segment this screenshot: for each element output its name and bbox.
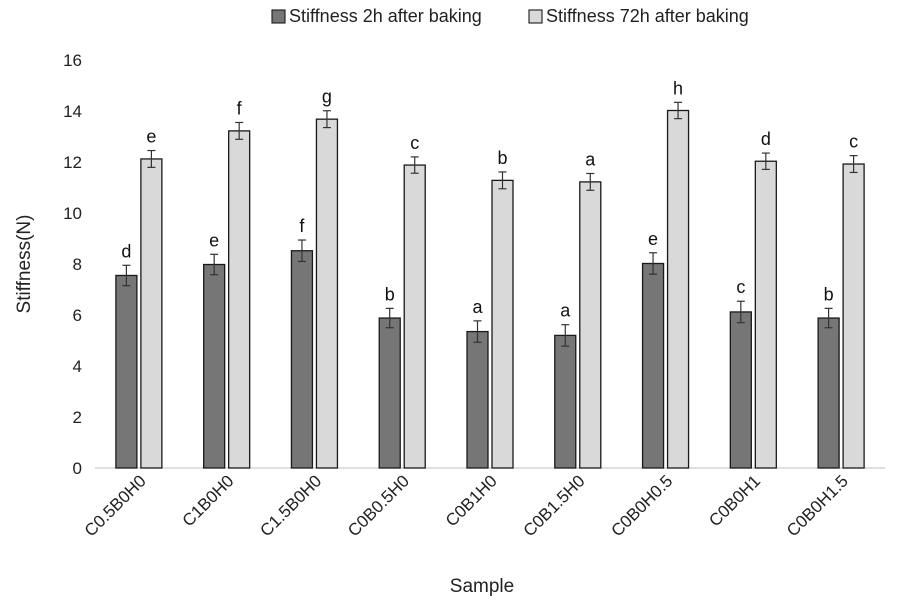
x-tick-label: C0B0H1: [705, 471, 764, 530]
bars: d e e f f g b c a b a a e h c d b c: [115, 78, 865, 469]
y-tick-label: 4: [73, 357, 82, 376]
x-tick-label: C0B0.5H0: [344, 471, 413, 540]
bar: [140, 158, 163, 469]
legend-swatch: [271, 9, 286, 24]
bar: [315, 118, 339, 469]
bar: [115, 274, 138, 469]
y-tick-label: 10: [63, 204, 82, 223]
bar: [466, 330, 489, 469]
y-tick-label: 6: [73, 306, 82, 325]
data-label: f: [299, 216, 305, 236]
data-label: d: [761, 129, 771, 149]
bar: [290, 250, 314, 469]
y-tick-label: 16: [63, 51, 82, 70]
data-label: c: [410, 133, 419, 153]
data-label: g: [322, 87, 332, 107]
x-tick-label: C0B1.5H0: [520, 471, 589, 540]
y-tick-label: 0: [73, 459, 82, 478]
x-tick-label: C0B0H0.5: [607, 471, 676, 540]
y-axis-ticks: 0 2 4 6 8 10 12 14 16: [63, 51, 82, 478]
y-tick-label: 2: [73, 408, 82, 427]
y-tick-label: 14: [63, 102, 82, 121]
y-tick-label: 12: [63, 153, 82, 172]
bar: [666, 109, 690, 469]
data-label: a: [585, 149, 596, 169]
data-label: b: [385, 284, 395, 304]
x-axis-ticks: C0.5B0H0 C1B0H0 C1.5B0H0 C0B0.5H0 C0B1H0 C0B1…: [81, 471, 852, 540]
data-label: b: [497, 148, 507, 168]
bar: [641, 262, 665, 469]
data-label: d: [121, 241, 131, 261]
bar: [228, 130, 251, 469]
bar: [554, 334, 577, 469]
data-label: a: [560, 301, 571, 321]
bar: [754, 160, 777, 469]
data-label: f: [237, 98, 243, 118]
data-label: c: [736, 277, 745, 297]
x-tick-label: C1.5B0H0: [256, 471, 325, 540]
x-tick-label: C0B1H0: [442, 471, 501, 530]
legend-swatch: [528, 9, 543, 24]
bar: [403, 164, 426, 469]
bar: [491, 179, 514, 469]
data-label: a: [472, 297, 483, 317]
legend-label: Stiffness 72h after baking: [546, 6, 749, 26]
data-label: e: [209, 230, 219, 250]
bar: [378, 317, 401, 469]
legend: Stiffness 2h after baking Stiffness 72h a…: [271, 6, 749, 26]
x-tick-label: C0B0H1.5: [783, 471, 852, 540]
legend-label: Stiffness 2h after baking: [289, 6, 482, 26]
data-label: c: [849, 132, 858, 152]
bar: [579, 181, 602, 469]
data-label: h: [673, 78, 683, 98]
data-label: e: [648, 229, 658, 249]
bar: [203, 263, 226, 469]
bar: [842, 163, 865, 469]
data-label: e: [146, 127, 156, 147]
bar: [729, 311, 752, 469]
data-label: b: [824, 284, 834, 304]
bar: [817, 317, 840, 469]
x-tick-label: C1B0H0: [179, 471, 238, 530]
y-tick-label: 8: [73, 255, 82, 274]
x-axis-title: Sample: [450, 576, 514, 597]
x-tick-label: C0.5B0H0: [81, 471, 150, 540]
y-axis-title: Stiffness(N): [14, 215, 35, 314]
